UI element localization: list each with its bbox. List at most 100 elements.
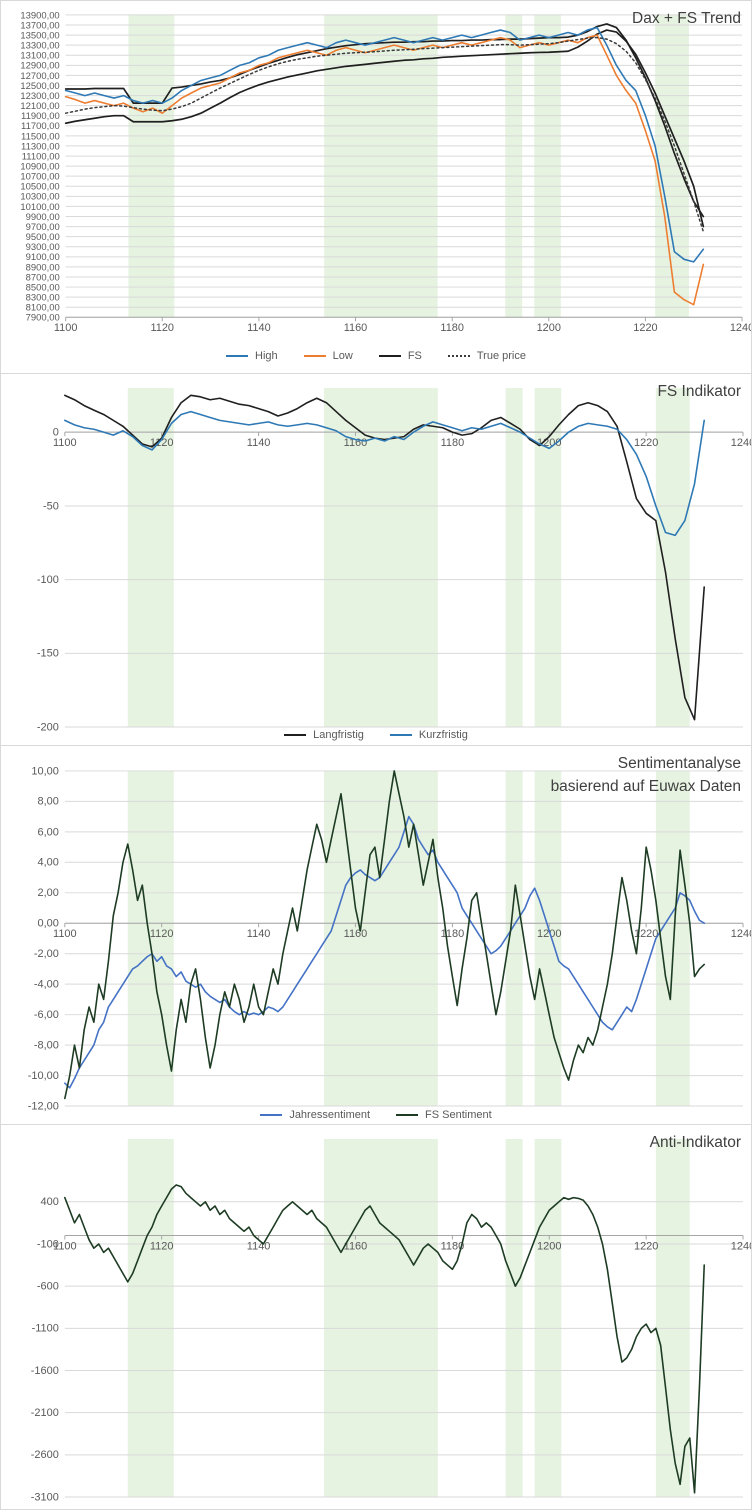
y-tick-label: -2600 (31, 1449, 59, 1461)
x-tick-label: 1180 (441, 1240, 465, 1252)
legend-item: FS Sentiment (396, 1109, 492, 1121)
highlight-band (505, 387, 523, 728)
legend-label: High (255, 350, 278, 362)
series-jahressentiment (64, 815, 706, 1089)
dax-fs-trend-plot: 13900,0013700,0013500,0013300,0013100,00… (20, 10, 751, 334)
legend-item: Jahressentiment (260, 1109, 370, 1121)
y-tick-label: 4,00 (37, 857, 58, 869)
chart-legend-fs-indikator: Langfristig Kurzfristig (1, 729, 751, 741)
legend-swatch-fs (378, 355, 401, 357)
chart-title-fs-indikator: FS Indikator (657, 383, 741, 400)
y-tick-label: 10700,00 (20, 172, 59, 183)
legend-label: True price (476, 350, 526, 362)
sentimentanalyse-plot: 10,00 8,00 6,00 4,00 2,00 0,00 -2,00 -4,00 -6,00… (28, 765, 751, 1112)
x-tick-label: 1160 (344, 322, 368, 334)
y-tick-label: -100 (37, 574, 59, 586)
y-tick-label: 8900,00 (26, 262, 60, 273)
highlight-band (655, 387, 690, 728)
x-tick-label: 1100 (53, 928, 77, 940)
y-tick-label: 13100,00 (20, 51, 59, 62)
legend-label: FS Sentiment (425, 1109, 492, 1121)
x-tick-label: 1140 (247, 1240, 271, 1252)
y-tick-label: -10,00 (28, 1070, 59, 1082)
y-tick-label: 12100,00 (20, 101, 59, 112)
highlight-band (127, 387, 174, 728)
x-tick-label: 1240 (731, 437, 751, 449)
y-tick-label: -200 (37, 721, 59, 733)
y-tick-label: -4,00 (34, 979, 59, 991)
y-tick-label: 11100,00 (22, 151, 60, 162)
x-tick-label: 1180 (441, 437, 465, 449)
y-tick-label: 10500,00 (20, 182, 59, 193)
y-tick-label: 11300,00 (21, 141, 60, 152)
series-low (64, 34, 705, 306)
x-tick-label: 1100 (54, 322, 78, 334)
y-tick-label: 8300,00 (26, 292, 60, 303)
x-tick-label: 1200 (537, 1240, 561, 1252)
x-tick-label: 1140 (247, 437, 271, 449)
y-tick-label: 10300,00 (20, 192, 59, 203)
legend-label: Jahressentiment (289, 1109, 371, 1121)
chart-title-dax-fs-trend: Dax + FS Trend (632, 10, 741, 27)
y-tick-label: 10900,00 (20, 161, 59, 172)
y-tick-label: -50 (43, 500, 59, 512)
legend-swatch-high (226, 355, 248, 357)
y-tick-label: 9700,00 (26, 222, 60, 233)
legend-swatch-kurzfristig (389, 734, 412, 736)
x-tick-label: 1180 (440, 322, 464, 334)
legend-item: Langfristig (284, 729, 364, 741)
x-tick-label: 1240 (731, 928, 751, 940)
highlight-band (505, 1138, 523, 1498)
x-tick-label: 1120 (150, 928, 174, 940)
y-tick-label: 9100,00 (26, 252, 60, 263)
chart-title-line-1: Sentimentanalyse (617, 755, 741, 772)
y-tick-label: 12700,00 (20, 71, 59, 82)
legend-swatch-langfristig (284, 734, 307, 736)
y-tick-label: 9500,00 (26, 232, 60, 243)
x-tick-label: 1220 (634, 437, 658, 449)
x-tick-label: 1140 (247, 928, 271, 940)
y-tick-label: 10100,00 (20, 202, 59, 213)
x-tick-label: 1100 (53, 1240, 77, 1252)
y-tick-label: 7900,00 (26, 313, 60, 324)
y-tick-label: -8,00 (34, 1039, 59, 1051)
y-tick-label: -600 (37, 1281, 59, 1293)
y-tick-label: 12500,00 (20, 81, 59, 92)
x-tick-label: 1180 (441, 928, 465, 940)
x-tick-label: 1220 (633, 322, 657, 334)
series-langfristig (64, 394, 706, 721)
legend-item: High (226, 350, 278, 362)
chart-title-line-2: basierend auf Euwax Daten (550, 778, 741, 796)
y-tick-label: 13900,00 (20, 10, 59, 21)
anti-indikator-plot: 400 -100 -600 -1100 -1600 -2100 -2600 -3100 1100… (31, 1138, 751, 1503)
y-tick-label: 10,00 (31, 765, 58, 777)
y-tick-label: 0,00 (37, 918, 58, 930)
y-tick-label: 9900,00 (26, 212, 60, 223)
y-tick-label: -1100 (32, 1323, 59, 1335)
chart-panel-dax-fs-trend: 13900,00 13700,00 13500,00 13300,00 13100,00… (0, 0, 752, 374)
x-tick-label: 1160 (344, 928, 368, 940)
chart-panel-anti-indikator: 400 -100 -600 -1100 -1600 -2100 -2600 -3100 1100… (0, 1125, 752, 1510)
x-tick-label: 1200 (537, 437, 561, 449)
highlight-band (655, 770, 690, 1107)
y-tick-label: 9300,00 (26, 242, 60, 253)
highlight-band (505, 770, 523, 1107)
y-tick-label: 11900,00 (21, 111, 60, 122)
legend-item: FS (378, 350, 422, 362)
y-tick-label: 13700,00 (20, 20, 59, 31)
x-tick-label: 1240 (731, 1240, 751, 1252)
legend-item: Kurzfristig (389, 729, 468, 741)
y-tick-label: -1600 (31, 1365, 59, 1377)
y-tick-label: 8,00 (37, 796, 58, 808)
series-high (64, 26, 705, 263)
y-tick-label: 6,00 (37, 826, 58, 838)
highlight-band (324, 387, 438, 728)
series-fs-upper (64, 23, 705, 218)
highlight-band (324, 770, 438, 1107)
y-tick-label: -12,00 (28, 1100, 59, 1112)
y-tick-label: 13300,00 (20, 41, 59, 52)
chart-title-anti-indikator: Anti-Indikator (649, 1134, 741, 1151)
legend-item: Low (303, 350, 353, 362)
